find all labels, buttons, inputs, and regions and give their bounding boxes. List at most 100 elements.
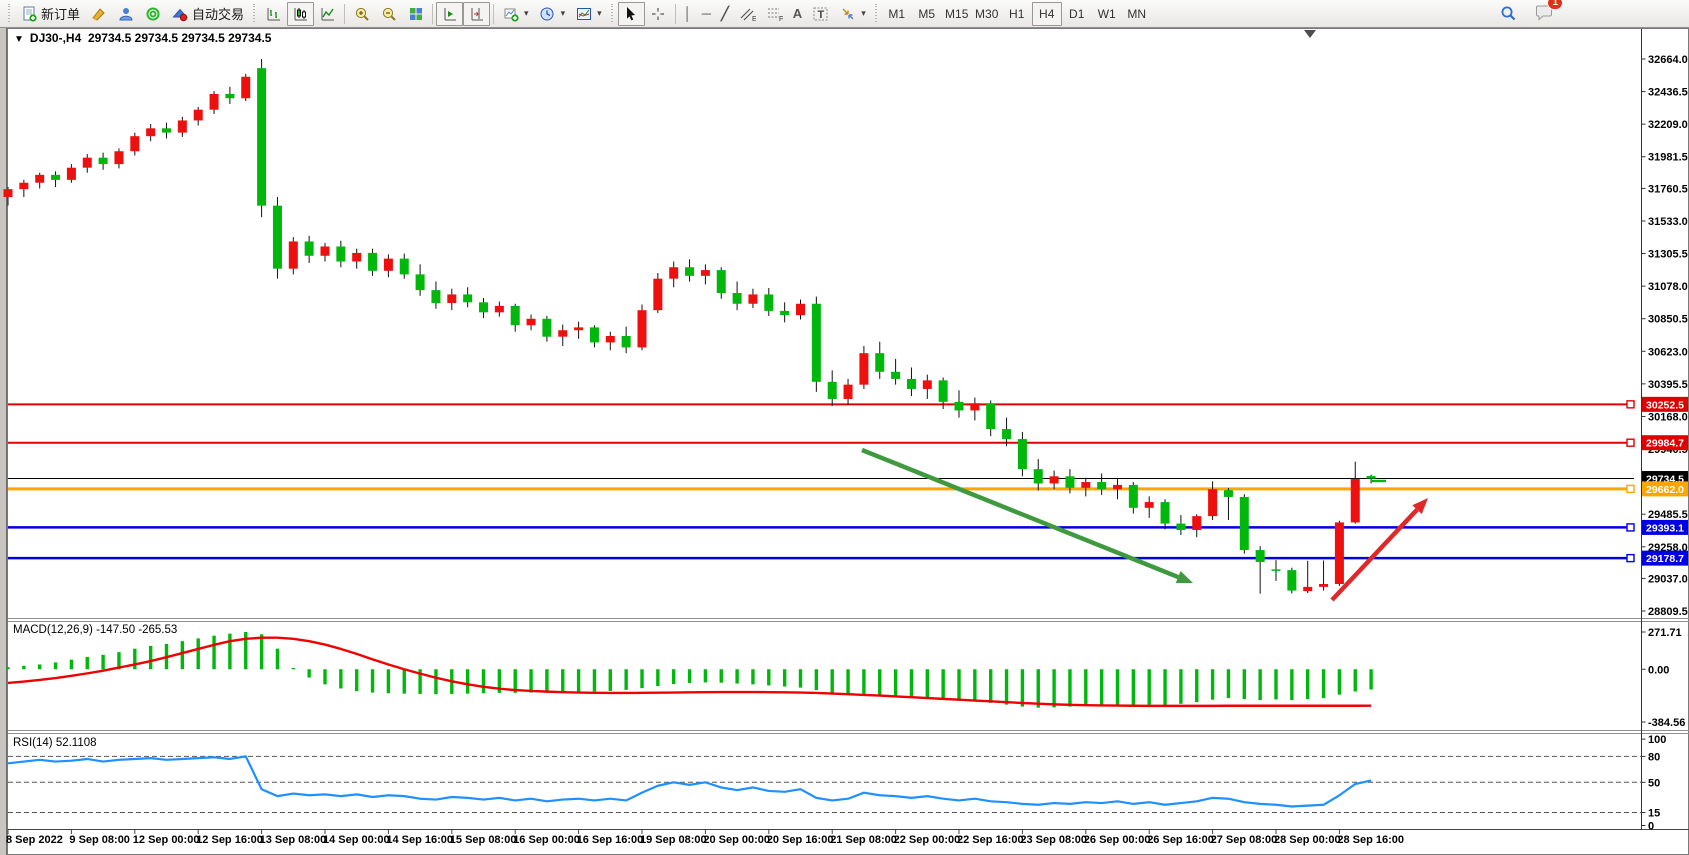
text-tool-button[interactable]: A: [788, 2, 807, 26]
equidistant-channel-icon: E: [739, 5, 756, 22]
trendline-tool-button[interactable]: ╱: [716, 2, 734, 26]
time-tick-label: 12 Sep 00:00: [133, 834, 200, 846]
time-tick-label: 28 Sep 16:00: [1337, 834, 1404, 846]
cursor-tool-button[interactable]: [617, 1, 645, 26]
bar-chart-button[interactable]: [260, 2, 287, 26]
price-label-bg: [1642, 396, 1688, 412]
toolbar-grip: [252, 3, 258, 24]
drawing-tools-group: │ ─ ╱ E F A T ▾: [617, 1, 871, 26]
arrows-tool-button[interactable]: ▾: [834, 2, 871, 26]
channel-tool-button[interactable]: E: [734, 2, 761, 26]
time-tick-label: 16 Sep 00:00: [513, 834, 580, 846]
zoom-in-button[interactable]: [348, 2, 375, 26]
candle: [1271, 569, 1281, 571]
candle: [383, 258, 393, 271]
candle: [162, 128, 171, 133]
candle: [447, 294, 457, 304]
up-trend-arrow[interactable]: [1330, 508, 1419, 602]
time-tick-label: 13 Sep 08:00: [260, 834, 327, 846]
timeframe-button-m5[interactable]: M5: [912, 2, 942, 26]
candle: [19, 182, 29, 190]
candle: [875, 353, 885, 372]
candle: [954, 401, 964, 411]
dropdown-caret-icon: ▾: [524, 8, 529, 18]
fibonacci-icon: F: [766, 5, 783, 22]
price-tick-label: 30395.5: [1648, 379, 1688, 391]
candle: [1208, 489, 1218, 517]
price-label-bg: [1642, 435, 1688, 451]
down-trend-arrow-head[interactable]: [1175, 571, 1193, 584]
arrows-icon: [839, 5, 856, 22]
candlestick-chart-button[interactable]: [287, 1, 315, 26]
line-handle[interactable]: [1626, 484, 1635, 494]
tile-windows-icon: [407, 5, 424, 22]
candle: [66, 167, 76, 180]
time-tick-label: 22 Sep 00:00: [894, 834, 961, 846]
candle: [605, 335, 615, 343]
time-tick-label: 27 Sep 08:00: [1211, 834, 1278, 846]
time-tick-label: 15 Sep 08:00: [450, 834, 517, 846]
candle: [1319, 584, 1329, 587]
vertical-line-tool-button[interactable]: │: [679, 2, 697, 26]
candle: [415, 274, 425, 291]
line-handle[interactable]: [1626, 400, 1635, 409]
auto-trading-icon: [171, 5, 188, 22]
candle: [82, 157, 92, 168]
fibonacci-tool-button[interactable]: F: [761, 2, 788, 26]
horizontal-line-tool-button[interactable]: ─: [697, 2, 716, 26]
line-handle[interactable]: [1626, 553, 1635, 563]
line-handle[interactable]: [1626, 438, 1635, 447]
down-trend-arrow[interactable]: [861, 447, 1179, 580]
timeframe-button-h1[interactable]: H1: [1002, 2, 1032, 26]
chart-shift-button[interactable]: [463, 1, 491, 26]
new-order-button[interactable]: 新订单: [15, 2, 85, 26]
candle: [1065, 476, 1075, 488]
timeframe-button-d1[interactable]: D1: [1062, 2, 1092, 26]
tile-windows-button[interactable]: [402, 2, 429, 26]
period-button[interactable]: ▾: [534, 2, 571, 26]
level-price-label: 29178.7: [1646, 553, 1684, 565]
timeframe-button-mn[interactable]: MN: [1122, 2, 1152, 26]
timeframe-button-h4[interactable]: H4: [1031, 1, 1062, 26]
crosshair-tool-button[interactable]: [645, 2, 672, 26]
profile-button[interactable]: [112, 2, 139, 26]
candlestick-chart-icon: [292, 5, 309, 22]
crayon-button[interactable]: [85, 2, 112, 26]
timeframe-button-w1[interactable]: W1: [1092, 2, 1122, 26]
auto-trading-button[interactable]: 自动交易: [166, 2, 249, 26]
line-handle[interactable]: [1626, 523, 1635, 532]
candle: [1303, 586, 1313, 592]
candle: [1081, 482, 1091, 488]
price-label-bg: [1642, 481, 1688, 497]
one-click-trading-arrow[interactable]: ▼: [14, 34, 24, 45]
toolbar-separator: [674, 3, 676, 24]
search-button[interactable]: [1495, 2, 1522, 26]
candle: [764, 294, 774, 311]
auto-scroll-button[interactable]: [436, 1, 464, 26]
text-label-tool-button[interactable]: T: [807, 2, 834, 26]
timeframe-button-m1[interactable]: M1: [882, 2, 912, 26]
svg-text:E: E: [752, 16, 756, 22]
price-tick-label: 31981.5: [1648, 152, 1688, 164]
candle: [811, 303, 821, 382]
vertical-line-icon: │: [683, 6, 692, 21]
ohlc-values: 29734.5 29734.5 29734.5 29734.5: [87, 31, 272, 45]
line-chart-button[interactable]: [314, 2, 341, 26]
sonar-button[interactable]: [139, 2, 166, 26]
time-tick-label: 26 Sep 00:00: [1084, 834, 1151, 846]
candle: [368, 252, 378, 271]
chart-shift-marker[interactable]: [1304, 30, 1316, 38]
timeframe-button-m30[interactable]: M30: [972, 2, 1002, 26]
zoom-out-button[interactable]: [375, 2, 402, 26]
template-button[interactable]: ▾: [570, 2, 607, 26]
timeframe-button-m15[interactable]: M15: [942, 2, 972, 26]
candle: [320, 246, 330, 256]
candle: [257, 68, 267, 206]
add-indicator-button[interactable]: ▾: [497, 2, 534, 26]
sonar-icon: [144, 5, 161, 22]
candle: [1049, 476, 1059, 484]
up-trend-arrow-head[interactable]: [1412, 498, 1428, 515]
auto-trading-label: 自动交易: [192, 7, 245, 22]
candle: [3, 189, 13, 198]
